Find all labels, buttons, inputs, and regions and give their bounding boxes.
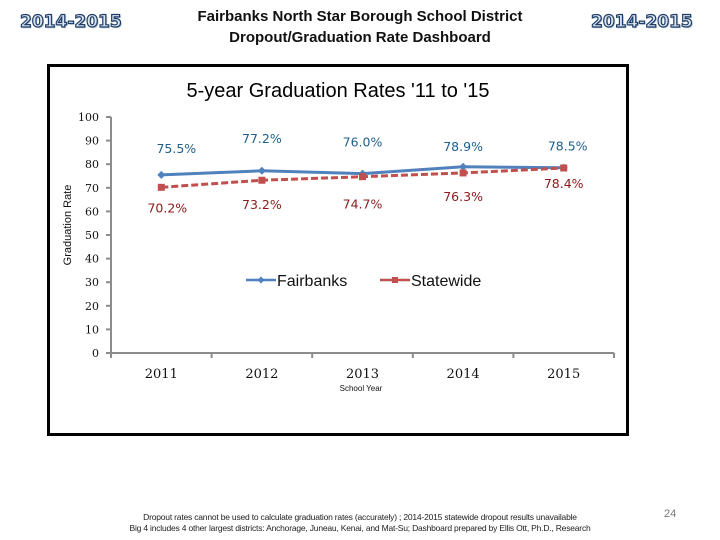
year-badge-right: 2014-2015 xyxy=(590,11,693,32)
x-tick-label: 2015 xyxy=(547,367,580,382)
x-tick-label: 2012 xyxy=(245,367,278,382)
square-marker xyxy=(459,169,467,177)
y-tick-label: 50 xyxy=(85,229,99,242)
footnote-line-2: Big 4 includes 4 other largest districts… xyxy=(129,523,591,533)
y-axis-label: Graduation Rate xyxy=(62,185,74,266)
dashboard-title: Fairbanks North Star Borough School Dist… xyxy=(140,6,580,48)
diamond-marker xyxy=(459,162,468,171)
x-tick-label: 2013 xyxy=(346,367,379,382)
data-label: 78.4% xyxy=(544,176,584,191)
legend-label: Statewide xyxy=(411,273,481,290)
footnote-line-1: Dropout rates cannot be used to calculat… xyxy=(143,512,577,522)
y-tick-label: 80 xyxy=(85,158,99,171)
data-labels: 75.5% 77.2% 76.0% 78.9% 78.5% 70.2% 73.2% 74.7%… xyxy=(147,131,587,216)
chart-title: 5-year Graduation Rates '11 to '15 xyxy=(186,80,490,102)
y-tick-label: 60 xyxy=(85,205,99,218)
y-tick-label: 30 xyxy=(85,276,99,289)
data-label: 75.5% xyxy=(156,141,196,156)
square-marker xyxy=(359,173,366,181)
series-layer xyxy=(157,162,568,191)
y-tick-label: 90 xyxy=(85,135,99,148)
y-tick-label: 70 xyxy=(85,182,99,195)
data-label: 78.5% xyxy=(548,139,588,154)
data-label: 76.0% xyxy=(343,135,383,150)
data-label: 73.2% xyxy=(242,197,282,212)
data-label: 76.3% xyxy=(443,189,483,204)
y-tick-label: 100 xyxy=(78,111,99,124)
y-axis: 0 10 20 30 40 50 60 70 80 90 100 xyxy=(78,111,112,360)
data-label: 77.2% xyxy=(242,131,282,146)
page-number: 24 xyxy=(664,508,677,520)
y-tick-label: 0 xyxy=(92,347,99,360)
legend-diamond-icon xyxy=(257,276,265,284)
title-line-1: Fairbanks North Star Borough School Dist… xyxy=(197,8,523,25)
x-axis: 2011 2012 2013 2014 2015 xyxy=(110,352,615,382)
chart-frame xyxy=(47,64,629,436)
y-tick-label: 40 xyxy=(85,253,99,266)
x-axis-label: School Year xyxy=(340,384,383,393)
chart-legend: Fairbanks Statewide xyxy=(246,273,481,290)
year-badge-left: 2014-2015 xyxy=(19,11,122,32)
square-marker xyxy=(157,183,165,191)
square-marker xyxy=(258,176,266,184)
data-label: 78.9% xyxy=(443,139,483,154)
legend-label: Fairbanks xyxy=(277,273,347,290)
legend-square-icon xyxy=(392,277,398,283)
data-label: 74.7% xyxy=(343,197,383,212)
x-tick-label: 2014 xyxy=(447,367,480,382)
y-tick-label: 20 xyxy=(85,300,99,313)
y-tick-label: 10 xyxy=(85,323,99,336)
title-line-2: Dropout/Graduation Rate Dashboard xyxy=(229,29,491,46)
diamond-marker xyxy=(157,170,166,179)
square-marker xyxy=(560,164,568,172)
x-tick-label: 2011 xyxy=(145,367,178,382)
footnote: Dropout rates cannot be used to calculat… xyxy=(80,512,640,534)
data-label: 70.2% xyxy=(147,200,187,215)
diamond-marker xyxy=(257,166,266,175)
